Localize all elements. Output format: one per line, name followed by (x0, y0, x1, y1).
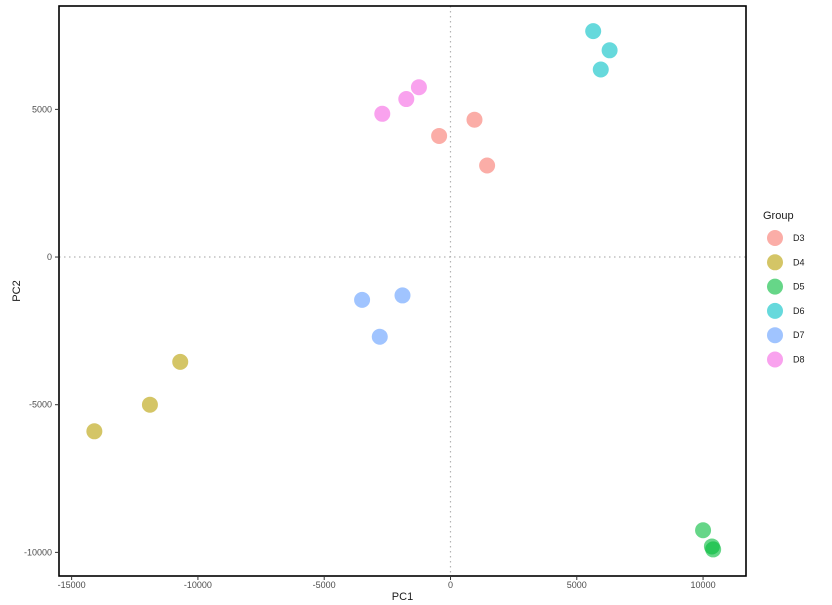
legend-label-d5: D5 (793, 282, 805, 292)
legend-key-d6 (767, 302, 783, 319)
legend: Group D3 D4 D5 D6 D7 D8 (763, 210, 805, 368)
data-point-d8 (410, 79, 427, 96)
legend-label-d6: D6 (793, 306, 805, 316)
data-point-d4 (172, 353, 189, 370)
data-point-d3 (479, 157, 496, 174)
data-point-d8 (398, 91, 415, 108)
data-point-d6 (585, 23, 602, 40)
x-tick-label: 5000 (567, 580, 587, 590)
legend-label-d3: D3 (793, 233, 805, 243)
x-tick-label: -5000 (313, 580, 336, 590)
legend-key-d3 (767, 230, 783, 246)
plot-panel-border (58, 5, 747, 577)
legend-key-d4 (767, 254, 783, 271)
x-axis-title: PC1 (392, 591, 413, 603)
data-point-d8 (374, 105, 391, 122)
data-point-d3 (466, 111, 483, 128)
data-point-d7 (354, 291, 371, 308)
y-tick-label: -5000 (29, 400, 52, 410)
legend-key-d7 (767, 327, 783, 344)
reference-lines (59, 6, 746, 576)
data-point-d4 (141, 396, 158, 413)
data-point-d7 (371, 328, 388, 345)
data-point-d3 (431, 127, 448, 144)
data-point-d7 (394, 287, 411, 304)
x-tick-label: -10000 (184, 580, 212, 590)
y-tick-label: 5000 (32, 104, 52, 114)
x-tick-label: 10000 (691, 580, 716, 590)
legend-label-d8: D8 (793, 355, 805, 365)
legend-key-d8 (767, 351, 783, 368)
x-tick-label: 0 (448, 580, 453, 590)
legend-title: Group (763, 210, 794, 222)
x-tick-label: -15000 (58, 580, 86, 590)
legend-key-d5 (767, 278, 783, 295)
data-point-d6 (601, 42, 618, 59)
legend-label-d4: D4 (793, 257, 805, 267)
legend-label-d7: D7 (793, 330, 805, 340)
y-tick-label: -10000 (24, 547, 52, 557)
y-axis-title: PC2 (11, 280, 23, 301)
data-point-d4 (86, 423, 103, 440)
data-point-d5 (695, 522, 712, 539)
x-axis-ticks: -15000 -10000 -5000 0 5000 10000 (58, 576, 716, 590)
y-tick-label: 0 (47, 252, 52, 262)
data-point-d5 (705, 541, 722, 558)
data-point-d6 (592, 61, 609, 78)
y-axis-ticks: -10000 -5000 0 5000 (24, 104, 59, 557)
data-points (86, 23, 722, 558)
